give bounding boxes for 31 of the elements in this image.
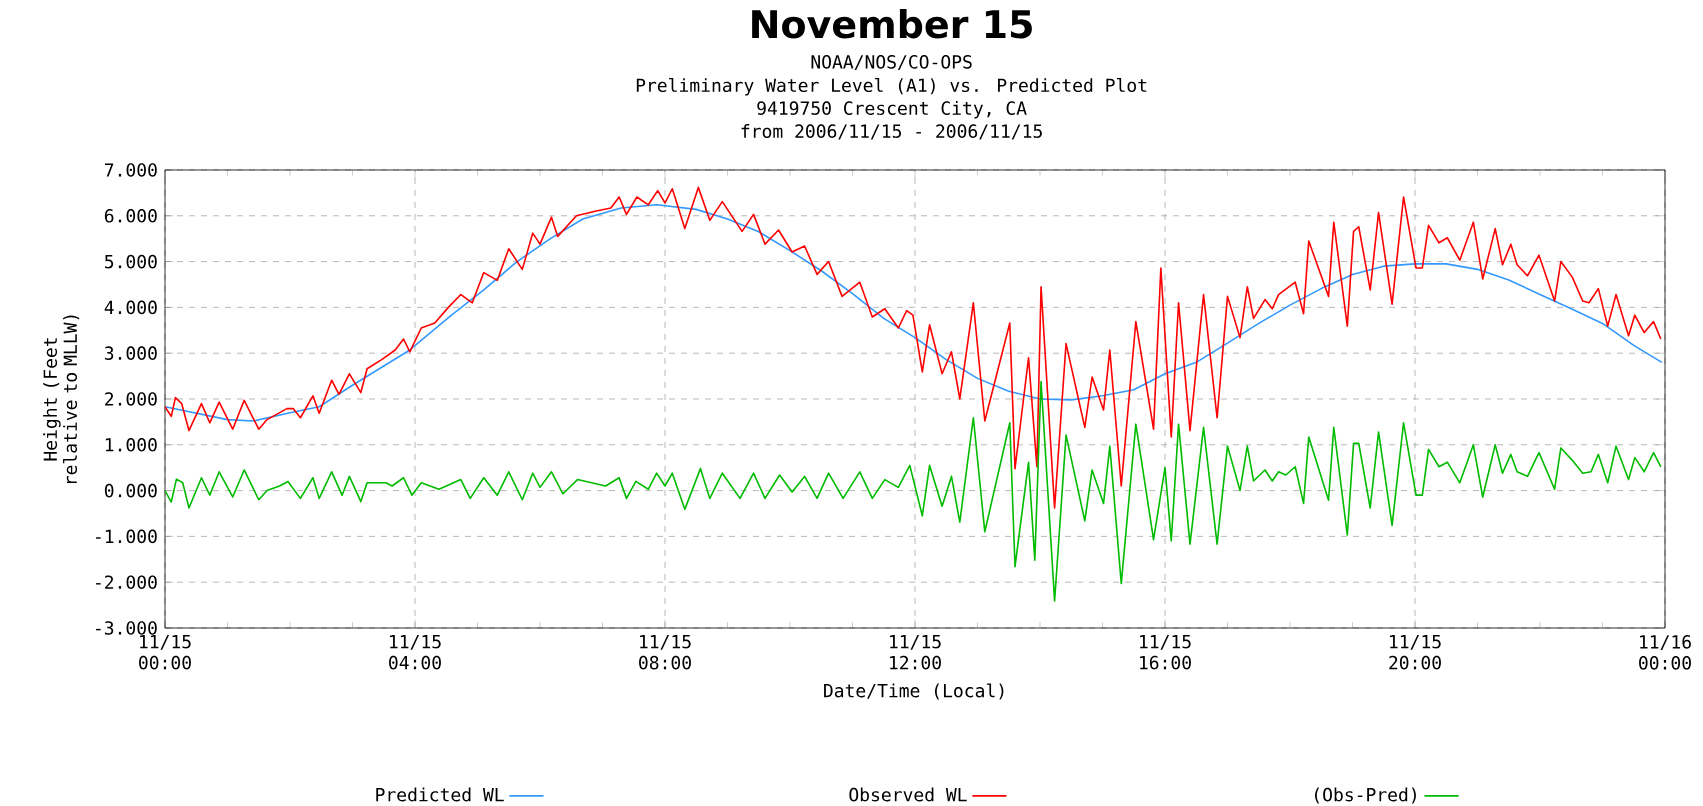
y-tick-label: 4.000 [104,300,157,315]
legend-label: (Obs-Pred) [1315,787,1416,804]
x-tick-label: 11/15 00:00 [139,635,191,670]
x-tick-label: 11/15 12:00 [890,635,941,670]
x-tick-label: 11/15 04:00 [389,635,441,670]
y-tick-label: 6.000 [104,208,157,223]
y-tick-label: 0.000 [104,483,157,498]
y-tick-label: 2.000 [105,392,157,406]
y-tick-label: 5.000 [105,254,157,269]
chart-title: November 15 [752,9,1032,39]
y-tick-label: 1.000 [105,437,157,452]
text: NOAA/NOS/CO-OPS [811,55,972,71]
x-tick-label: 11/15 20:00 [1389,635,1441,670]
x-tick-label: 11/15 08:00 [639,635,691,670]
y-tick-label: 7.000 [104,163,157,177]
y-tick-label: -2.000 [96,575,157,589]
y-axis-title: Height (Feet relative to MLLW) [43,315,80,484]
line-series [165,186,1662,509]
text: 9419750 Crescent City, CA [757,101,1027,119]
line-series [165,380,1662,602]
legend-label: Observed WL [849,787,967,802]
x-axis-title: Date/Time (Local) [824,683,1004,700]
y-tick-label: -3.000 [96,621,157,635]
y-tick-label: -1.000 [96,529,157,544]
x-tick-label: 11/15 16:00 [1140,635,1191,670]
line-series [165,203,1663,422]
text: from 2006/11/15 - 2006/11/15 [741,124,1042,140]
legend-label: Predicted WL [376,787,504,802]
y-tick-label: 3.000 [104,346,157,360]
x-tick-label: 11/16 00:00 [1639,635,1691,670]
text: Preliminary Water Level (A1) vs. Predicted Plot [636,78,1147,96]
